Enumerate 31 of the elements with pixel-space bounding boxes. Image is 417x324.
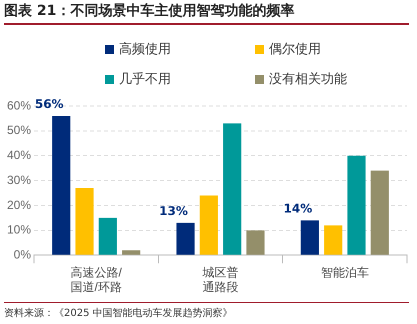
- y-tick-label: 10%: [6, 222, 32, 237]
- bar: [347, 156, 366, 255]
- legend-label: 高频使用: [118, 41, 172, 58]
- data-label: 13%: [159, 204, 188, 218]
- data-label: 56%: [34, 97, 64, 112]
- bar: [98, 218, 117, 255]
- bar: [370, 170, 389, 255]
- chart-title: 图表 21：不同场景中车主使用智驾功能的频率: [4, 2, 409, 25]
- bar: [52, 116, 70, 255]
- bar: [200, 196, 218, 255]
- bar: [324, 225, 342, 255]
- y-tick-label: 0%: [14, 248, 32, 262]
- x-tick-label: 城区普通路段: [202, 266, 239, 294]
- legend-label: 偶尔使用: [268, 41, 322, 58]
- bar: [122, 250, 140, 255]
- y-tick-label: 40%: [6, 148, 32, 162]
- text: 资料来源：《2025 中国智能电动车发展趋势洞察》: [4, 302, 409, 320]
- y-tick-label: 50%: [6, 123, 32, 138]
- bar: [300, 220, 319, 255]
- x-tick-label: 高速公路/国道/环路: [70, 266, 123, 294]
- legend-label: 几乎不用: [118, 71, 172, 88]
- y-tick-label: 30%: [6, 172, 32, 187]
- bar: [176, 222, 195, 255]
- data-label: 14%: [284, 202, 312, 216]
- bar: [246, 230, 265, 255]
- legend-label: 没有相关功能: [268, 71, 348, 88]
- bar: [75, 188, 94, 255]
- x-tick-label: 智能泊车: [320, 266, 369, 280]
- bar: [223, 123, 242, 255]
- y-tick-label: 60%: [6, 98, 32, 112]
- y-tick-label: 20%: [6, 198, 32, 212]
